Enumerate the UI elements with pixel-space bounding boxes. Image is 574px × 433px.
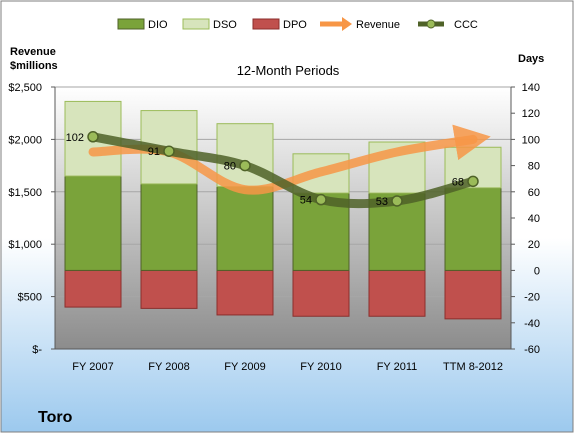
- x-tick-label: FY 2007: [72, 361, 113, 373]
- lines: [87, 124, 491, 209]
- bar-dpo: [64, 269, 122, 308]
- left-axis-title-line2: $millions: [10, 60, 58, 72]
- legend-label: DPO: [283, 19, 307, 31]
- right-tick-label: 0: [534, 265, 540, 277]
- legend-label: Revenue: [356, 19, 400, 31]
- ccc-point: [163, 145, 175, 157]
- ccc-data-label: 102: [66, 132, 84, 144]
- legend-swatch: [117, 18, 145, 30]
- x-tick-label: TTM 8-2012: [443, 361, 503, 373]
- right-tick-label: 20: [528, 239, 540, 251]
- ccc-data-label: 80: [224, 161, 236, 173]
- x-tick-label: FY 2008: [148, 361, 189, 373]
- ccc-line: [88, 132, 478, 209]
- right-tick-label: 120: [522, 108, 540, 120]
- company-name: Toro: [38, 409, 73, 426]
- legend-swatch: [252, 18, 280, 30]
- bar-dio: [444, 187, 502, 271]
- left-tick-label: $2,000: [8, 134, 42, 146]
- ccc-point: [391, 195, 403, 207]
- left-tick-label: $1,000: [8, 239, 42, 251]
- bar-dpo: [444, 269, 502, 320]
- left-tick-label: $2,500: [8, 82, 42, 94]
- ccc-data-label: 53: [376, 196, 388, 208]
- legend-arrowhead: [342, 17, 352, 31]
- ccc-data-label: 68: [452, 176, 464, 188]
- legend-label: DSO: [213, 19, 237, 31]
- left-axis: $- $500 $1,000 $1,500 $2,000 $2,500: [8, 82, 56, 356]
- right-tick-label: -60: [524, 344, 540, 356]
- ccc-point: [315, 193, 327, 206]
- data-labels: 102 91 80 54 53 68: [66, 132, 464, 208]
- legend-label: CCC: [454, 19, 478, 31]
- legend-label: DIO: [148, 19, 168, 31]
- right-axis-title: Days: [518, 53, 544, 65]
- right-tick-label: 140: [522, 82, 540, 94]
- right-tick-label: -40: [524, 318, 540, 330]
- x-tick-label: FY 2009: [224, 361, 265, 373]
- bar-dio: [64, 175, 122, 271]
- ccc-data-label: 54: [300, 195, 312, 207]
- left-tick-label: $-: [32, 344, 42, 356]
- right-tick-label: -20: [524, 292, 540, 304]
- right-axis: -60 -40 -20 0 20 40 60 80 100 120 140: [510, 82, 540, 356]
- x-axis: FY 2007 FY 2008 FY 2009 FY 2010 FY 2011 TTM 8…: [55, 348, 511, 373]
- chart-title: 12-Month Periods: [237, 63, 340, 78]
- ccc-point: [87, 131, 99, 143]
- left-tick-label: $500: [18, 292, 42, 304]
- legend-marker: [426, 19, 436, 29]
- bar-dio: [140, 183, 198, 271]
- x-tick-label: FY 2010: [300, 361, 341, 373]
- left-axis-title-line1: Revenue: [10, 46, 56, 58]
- plot-area: [55, 87, 511, 349]
- x-tick-label: FY 2011: [377, 361, 418, 373]
- legend-swatch: [182, 18, 210, 30]
- ccc-data-label: 91: [148, 146, 160, 158]
- right-tick-label: 60: [528, 187, 540, 199]
- bar-dpo: [216, 269, 274, 316]
- bar-dpo: [140, 269, 198, 309]
- right-tick-label: 40: [528, 213, 540, 225]
- bar-dio: [216, 186, 274, 271]
- left-tick-label: $1,500: [8, 187, 42, 199]
- ccc-point: [467, 175, 479, 188]
- right-tick-label: 80: [528, 161, 540, 173]
- legend: DIO DSO DPO Revenue CCC: [117, 17, 478, 31]
- ccc-point: [239, 159, 251, 172]
- bar-dpo: [368, 269, 426, 317]
- bar-dpo: [292, 269, 350, 317]
- right-tick-label: 100: [522, 134, 540, 146]
